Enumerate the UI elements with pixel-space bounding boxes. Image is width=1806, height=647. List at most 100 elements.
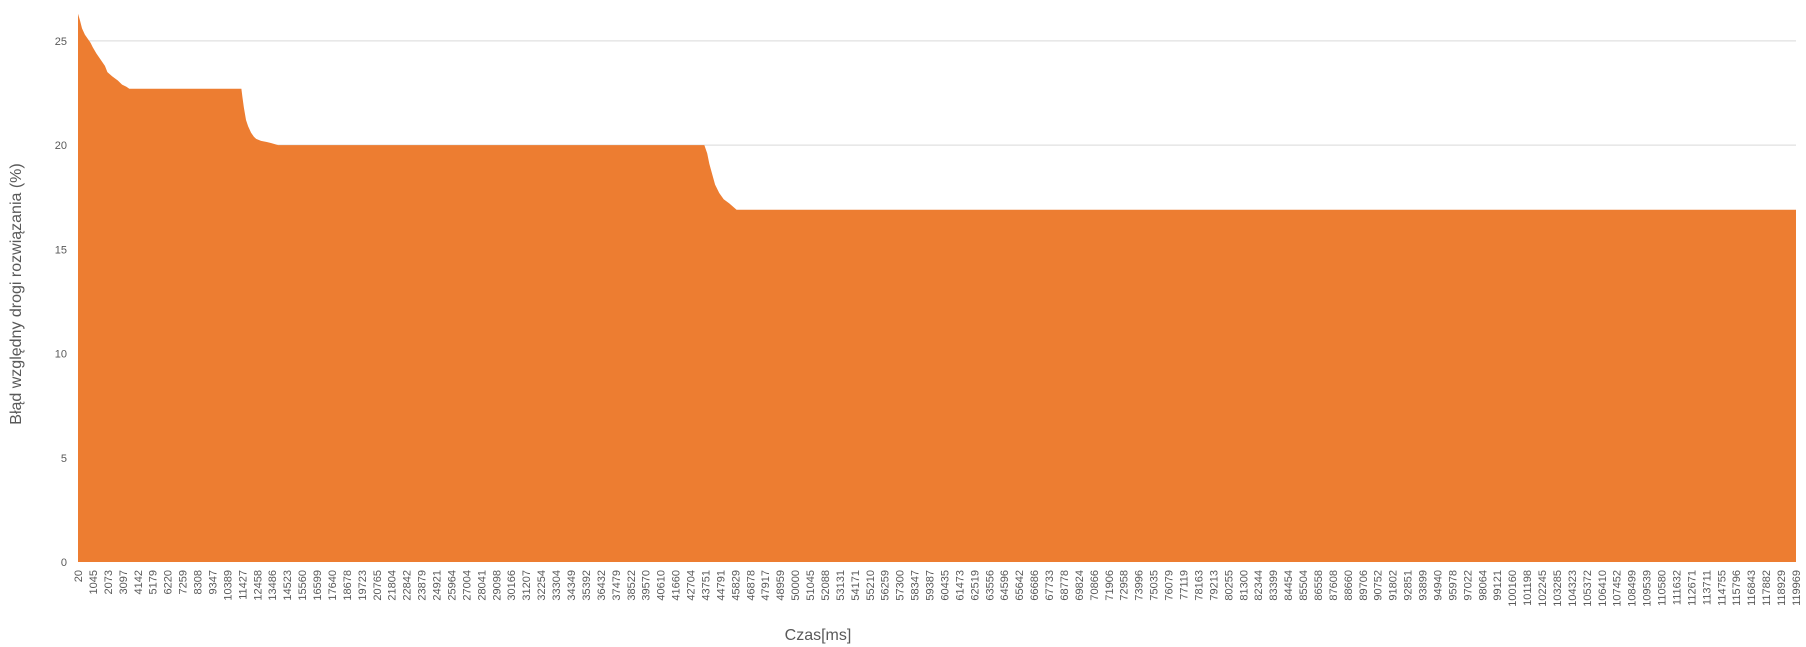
x-tick-label: 48959 bbox=[775, 570, 787, 601]
x-tick-label: 99121 bbox=[1492, 570, 1504, 601]
x-tick-label: 27004 bbox=[461, 570, 473, 601]
area-series bbox=[78, 13, 1796, 562]
x-tick-label: 93899 bbox=[1418, 570, 1430, 601]
x-tick-label: 114755 bbox=[1716, 570, 1728, 606]
x-tick-label: 83399 bbox=[1268, 570, 1280, 601]
x-tick-label: 41660 bbox=[671, 570, 683, 601]
x-tick-label: 44791 bbox=[715, 570, 727, 601]
x-tick-label: 79213 bbox=[1208, 570, 1220, 601]
x-tick-label: 18678 bbox=[342, 570, 354, 601]
x-tick-label: 47917 bbox=[760, 570, 772, 601]
x-tick-label: 70866 bbox=[1089, 570, 1101, 601]
x-tick-label: 75035 bbox=[1149, 570, 1161, 601]
x-tick-label: 53131 bbox=[835, 570, 847, 601]
x-tick-label: 65642 bbox=[1014, 570, 1026, 601]
x-tick-label: 72958 bbox=[1119, 570, 1131, 601]
x-tick-label: 105372 bbox=[1582, 570, 1594, 607]
x-tick-label: 45829 bbox=[730, 570, 742, 601]
x-tick-label: 111632 bbox=[1671, 570, 1683, 605]
x-tick-label: 39570 bbox=[641, 570, 653, 601]
x-tick-label: 60435 bbox=[939, 570, 951, 601]
x-tick-label: 102245 bbox=[1537, 570, 1549, 607]
y-tick-label: 20 bbox=[55, 140, 67, 152]
y-tick-label: 10 bbox=[55, 349, 67, 361]
x-tick-label: 90752 bbox=[1373, 570, 1385, 601]
x-tick-label: 8308 bbox=[193, 570, 205, 594]
x-tick-label: 35392 bbox=[581, 570, 593, 601]
x-tick-label: 73996 bbox=[1134, 570, 1146, 601]
x-tick-label: 66686 bbox=[1029, 570, 1041, 601]
x-tick-label: 31207 bbox=[521, 570, 533, 601]
x-tick-label: 117882 bbox=[1761, 570, 1773, 606]
x-tick-label: 59387 bbox=[925, 570, 937, 601]
x-tick-label: 94940 bbox=[1432, 570, 1444, 601]
x-tick-label: 84454 bbox=[1283, 570, 1295, 601]
x-tick-label: 23879 bbox=[417, 570, 429, 601]
x-tick-label: 110580 bbox=[1657, 570, 1669, 606]
x-tick-label: 107452 bbox=[1612, 570, 1624, 607]
x-tick-label: 64596 bbox=[999, 570, 1011, 601]
x-tick-label: 103285 bbox=[1552, 570, 1564, 607]
x-tick-label: 69824 bbox=[1074, 570, 1086, 601]
x-tick-label: 40610 bbox=[656, 570, 668, 601]
x-tick-label: 58347 bbox=[910, 570, 922, 601]
x-tick-label: 2073 bbox=[103, 570, 115, 594]
x-tick-label: 10389 bbox=[222, 570, 234, 601]
x-tick-label: 113711 bbox=[1701, 570, 1713, 605]
x-tick-label: 56259 bbox=[880, 570, 892, 601]
x-tick-label: 81300 bbox=[1238, 570, 1250, 601]
x-tick-label: 67733 bbox=[1044, 570, 1056, 601]
x-tick-label: 24921 bbox=[432, 570, 444, 601]
x-tick-label: 85504 bbox=[1298, 570, 1310, 601]
x-tick-label: 54171 bbox=[850, 570, 862, 601]
x-tick-label: 116843 bbox=[1746, 570, 1758, 606]
x-tick-label: 104323 bbox=[1567, 570, 1579, 607]
x-tick-label: 33304 bbox=[551, 570, 563, 601]
x-tick-label: 22842 bbox=[402, 570, 414, 601]
x-tick-label: 63556 bbox=[984, 570, 996, 601]
x-tick-label: 101198 bbox=[1522, 570, 1534, 606]
x-tick-label: 91802 bbox=[1388, 570, 1400, 601]
x-tick-label: 78163 bbox=[1193, 570, 1205, 601]
x-tick-label: 71906 bbox=[1104, 570, 1116, 601]
x-tick-label: 5179 bbox=[148, 570, 160, 594]
x-tick-label: 43751 bbox=[700, 570, 712, 601]
x-tick-label: 55210 bbox=[865, 570, 877, 601]
x-tick-label: 92851 bbox=[1403, 570, 1415, 601]
x-tick-label: 87608 bbox=[1328, 570, 1340, 601]
x-tick-label: 95978 bbox=[1447, 570, 1459, 601]
y-axis-title: Błąd względny drogi rozwiązania (%) bbox=[8, 163, 25, 424]
x-tick-label: 25964 bbox=[446, 570, 458, 601]
x-tick-label: 118929 bbox=[1776, 570, 1788, 606]
x-tick-label: 77119 bbox=[1179, 570, 1191, 600]
y-tick-label: 5 bbox=[61, 453, 67, 465]
x-tick-label: 76079 bbox=[1164, 570, 1176, 601]
x-tick-label: 6220 bbox=[163, 570, 175, 594]
x-tick-label: 14523 bbox=[282, 570, 294, 601]
x-tick-label: 98064 bbox=[1477, 570, 1489, 601]
x-tick-label: 7259 bbox=[178, 570, 190, 594]
x-tick-label: 51045 bbox=[805, 570, 817, 601]
y-tick-label: 15 bbox=[55, 244, 67, 256]
x-tick-label: 9347 bbox=[207, 570, 219, 594]
x-tick-label: 82344 bbox=[1253, 570, 1265, 601]
x-tick-label: 29098 bbox=[491, 570, 503, 601]
x-tick-label: 46878 bbox=[745, 570, 757, 601]
x-tick-label: 34349 bbox=[566, 570, 578, 601]
x-tick-label: 36432 bbox=[596, 570, 608, 601]
area-series-fill bbox=[78, 13, 1796, 562]
x-tick-label: 89706 bbox=[1358, 570, 1370, 601]
x-tick-label: 19723 bbox=[357, 570, 369, 601]
x-tick-label: 3097 bbox=[118, 570, 130, 594]
x-tick-label: 86558 bbox=[1313, 570, 1325, 601]
x-axis-title: Czas[ms] bbox=[785, 627, 852, 644]
x-tick-label: 21804 bbox=[387, 570, 399, 601]
x-tick-label: 32254 bbox=[536, 570, 548, 601]
x-tick-label: 42704 bbox=[686, 570, 698, 601]
x-tick-label: 16599 bbox=[312, 570, 324, 601]
x-tick-label: 62519 bbox=[969, 570, 981, 601]
x-tick-label: 28041 bbox=[476, 570, 488, 601]
x-tick-label: 20 bbox=[73, 570, 85, 582]
x-tick-label: 80255 bbox=[1223, 570, 1235, 601]
